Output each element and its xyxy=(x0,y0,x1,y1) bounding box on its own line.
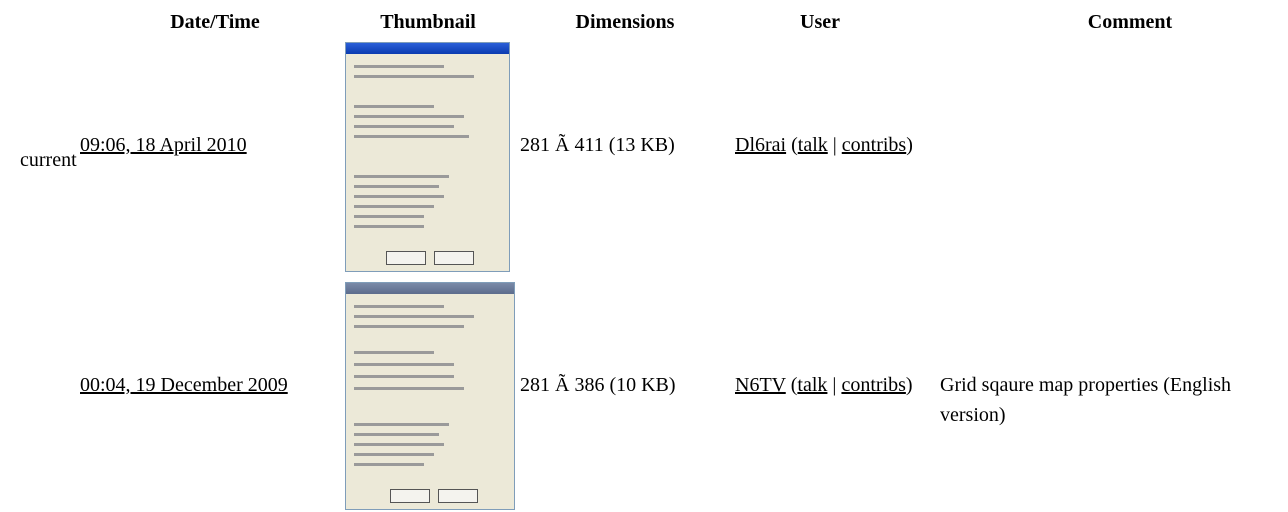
date-link[interactable]: 09:06, 18 April 2010 xyxy=(80,134,247,156)
talk-link[interactable]: talk xyxy=(797,374,828,396)
contribs-link[interactable]: contribs xyxy=(841,374,906,396)
user-link[interactable]: Dl6rai xyxy=(735,134,787,156)
contribs-link[interactable]: contribs xyxy=(841,134,907,156)
status: current xyxy=(20,149,77,171)
header-dimensions: Dimensions xyxy=(575,11,675,33)
user-cell: N6TV (talk | contribs) xyxy=(735,370,915,400)
user-cell: Dl6rai (talk | contribs) xyxy=(735,130,915,160)
header-date: Date/Time xyxy=(170,11,260,33)
comment: Grid sqaure map properties (English vers… xyxy=(940,374,1232,426)
date-link[interactable]: 00:04, 19 December 2009 xyxy=(80,374,288,396)
paren: ( xyxy=(791,134,798,156)
dimensions: 281 Ã 386 (10 KB) xyxy=(520,374,676,396)
thumbnail[interactable] xyxy=(345,282,515,510)
header-thumbnail: Thumbnail xyxy=(380,11,476,33)
thumbnail[interactable] xyxy=(345,42,510,272)
dimensions: 281 Ã 411 (13 KB) xyxy=(520,134,675,156)
user-link[interactable]: N6TV xyxy=(735,374,786,396)
paren: ( xyxy=(790,374,798,396)
header-user: User xyxy=(800,11,840,33)
paren: ) xyxy=(906,134,913,156)
separator: | xyxy=(832,374,837,396)
header-comment: Comment xyxy=(1087,11,1173,33)
talk-link[interactable]: talk xyxy=(797,134,828,156)
separator: | xyxy=(832,134,837,156)
paren: ) xyxy=(905,374,913,396)
